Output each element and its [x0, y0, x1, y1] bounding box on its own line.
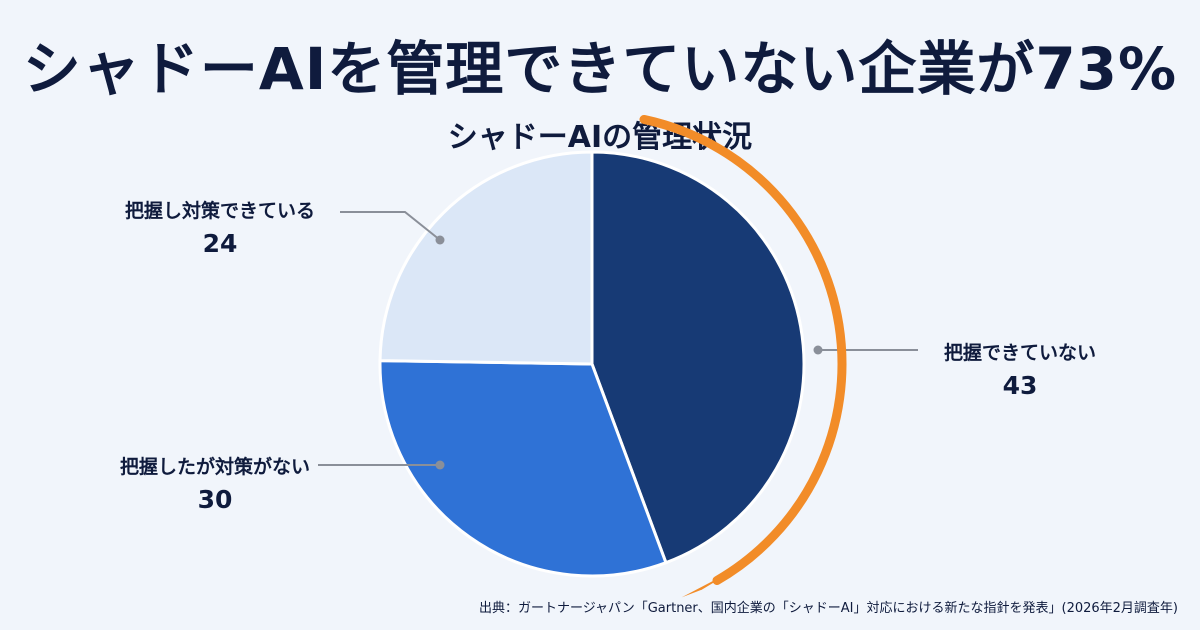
slice-label-not-grasped: 把握できていない 43	[905, 338, 1135, 400]
pie-slice-1	[378, 359, 668, 578]
slice-value: 43	[1002, 371, 1038, 400]
slice-value: 24	[202, 229, 238, 258]
slice-value: 30	[197, 485, 233, 514]
orange-arrow-arc	[639, 114, 847, 586]
headline: シャドーAIを管理できていない企業が73%	[22, 35, 1178, 103]
leader-line-2	[340, 211, 441, 241]
slice-label-no-countermeasure: 把握したが対策がない 30	[95, 452, 335, 514]
slice-name: 把握できていない	[943, 342, 1096, 364]
slice-label-countermeasured: 把握し対策できている 24	[100, 196, 340, 258]
slice-name: 把握したが対策がない	[119, 456, 310, 478]
leader-dot-0	[813, 345, 823, 355]
slice-name: 把握し対策できている	[124, 200, 315, 222]
leader-dot-2	[435, 235, 445, 245]
source-note: 出典：ガートナージャパン「Gartner、国内企業の「シャドーAI」対応における…	[478, 601, 1178, 616]
pie-slice-0	[590, 150, 806, 565]
orange-arrow-head	[681, 566, 740, 598]
leader-dot-1	[435, 460, 445, 470]
pie-slice-2	[378, 150, 594, 366]
